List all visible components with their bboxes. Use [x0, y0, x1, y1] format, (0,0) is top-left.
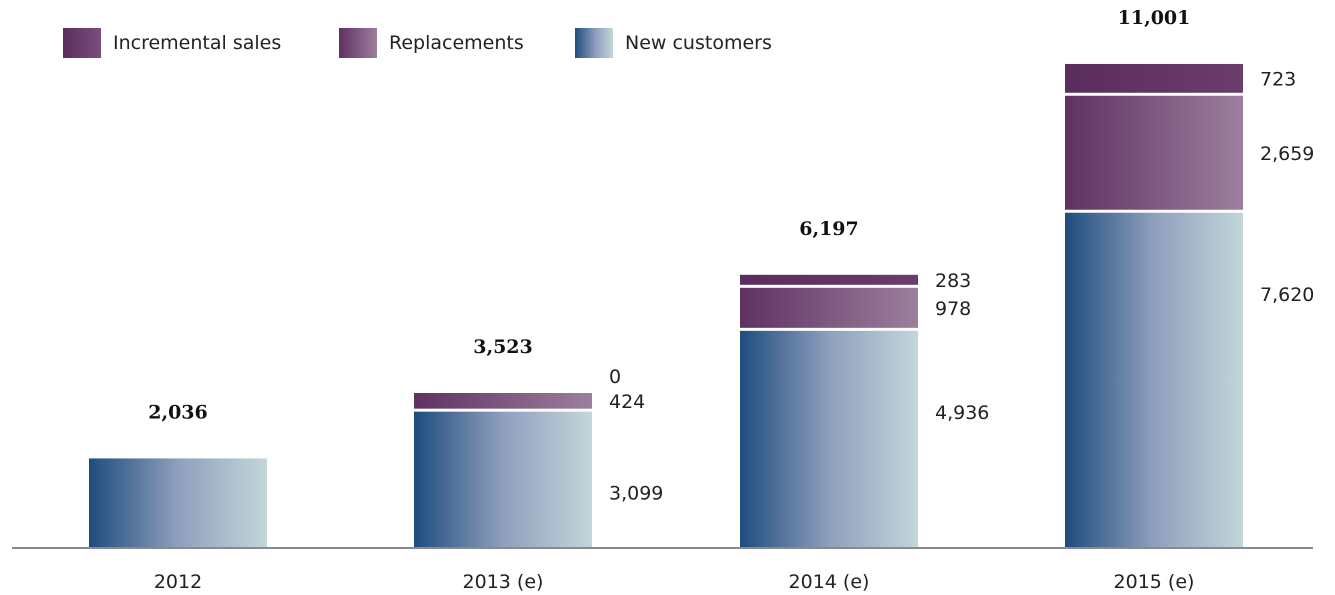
total-label: 2,036	[148, 401, 208, 423]
x-tick-label: 2012	[154, 571, 202, 593]
bars-layer	[89, 63, 1243, 548]
legend-swatch-incremental-sales	[63, 28, 101, 58]
legend-item-replacements: Replacements	[339, 27, 524, 59]
legend-item-incremental-sales: Incremental sales	[63, 27, 281, 59]
legend-swatch-replacements	[339, 28, 377, 58]
bar-segment-incremental-sales	[1065, 63, 1243, 93]
total-label: 3,523	[473, 336, 533, 358]
x-tick-label: 2015 (e)	[1114, 571, 1195, 593]
value-label-new-customers: 7,620	[1260, 284, 1314, 306]
bar-segment-replacements	[1065, 95, 1243, 210]
bar-segment-new-customers	[740, 330, 918, 548]
legend-label-replacements: Replacements	[389, 32, 524, 54]
labels-layer: 2,036 2012 3,099 424 0 3,523 2013 (e) 4,936 978 2…	[148, 7, 1314, 593]
bar-segment-new-customers	[1065, 212, 1243, 548]
x-tick-label: 2013 (e)	[463, 571, 544, 593]
value-label-replacements: 2,659	[1260, 143, 1314, 165]
value-label-incremental-sales: 283	[935, 270, 971, 292]
value-label-incremental-sales: 723	[1260, 68, 1296, 90]
value-label-incremental-sales: 0	[609, 366, 621, 388]
total-label: 11,001	[1118, 7, 1191, 29]
bar-segment-new-customers	[89, 458, 267, 548]
legend-label-incremental-sales: Incremental sales	[113, 32, 282, 54]
value-label-new-customers: 4,936	[935, 402, 989, 424]
x-tick-label: 2014 (e)	[789, 571, 870, 593]
legend-label-new-customers: New customers	[625, 32, 772, 54]
bar-segment-replacements	[414, 393, 592, 409]
bar-segment-new-customers	[414, 411, 592, 548]
legend-item-new-customers: New customers	[575, 27, 772, 59]
value-label-new-customers: 3,099	[609, 483, 663, 505]
total-label: 6,197	[799, 218, 859, 240]
value-label-replacements: 978	[935, 298, 971, 320]
legend-swatch-new-customers	[575, 28, 613, 58]
bar-segment-replacements	[740, 287, 918, 328]
value-label-replacements: 424	[609, 391, 645, 413]
bar-segment-incremental-sales	[740, 274, 918, 285]
